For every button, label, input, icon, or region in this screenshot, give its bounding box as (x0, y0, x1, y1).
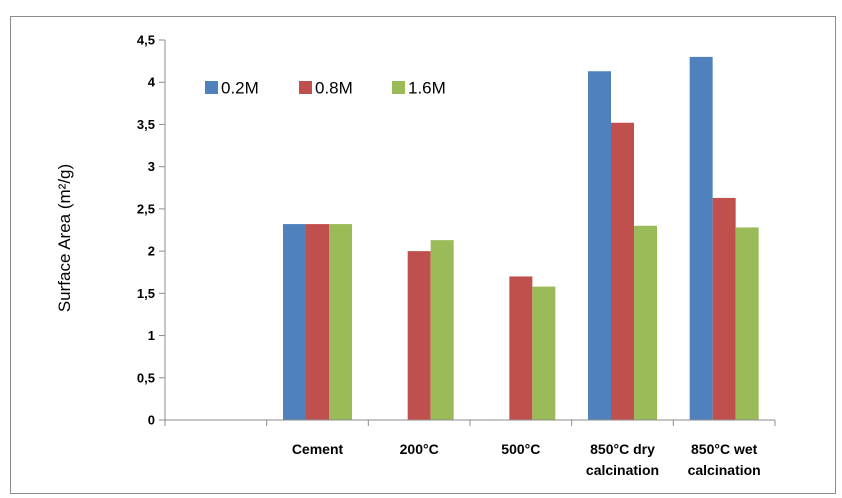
x-category-label: 500°C (501, 441, 540, 457)
x-category-label: Cement (292, 441, 344, 457)
bar (407, 251, 431, 420)
legend-label: 0.2M (221, 79, 259, 98)
legend-swatch (299, 81, 312, 94)
bar (283, 224, 306, 420)
y-tick-label: 4,5 (137, 33, 155, 48)
legend-swatch (392, 81, 405, 94)
bar (634, 225, 657, 420)
x-category-label: 850°C dry (590, 441, 655, 457)
bar (329, 224, 352, 420)
y-tick-label: 2 (148, 244, 155, 259)
legend-label: 1.6M (408, 79, 446, 98)
bar (712, 197, 736, 420)
y-tick-label: 0,5 (137, 370, 155, 385)
bar (532, 286, 556, 420)
x-category-label: calcination (586, 462, 659, 478)
bar (509, 276, 533, 420)
x-category-label: 850°C wet (691, 441, 758, 457)
bar (735, 227, 759, 420)
legend-swatch (205, 81, 218, 94)
bar (588, 71, 611, 420)
y-tick-label: 3 (148, 159, 155, 174)
bar (611, 122, 634, 420)
bar (689, 56, 713, 421)
y-tick-label: 1,5 (137, 286, 155, 301)
y-tick-label: 0 (148, 413, 155, 428)
x-category-label: 200°C (400, 441, 439, 457)
bar (430, 240, 454, 420)
y-axis-label: Surface Area (m²/g) (55, 164, 74, 312)
bar (306, 224, 329, 420)
y-tick-label: 4 (148, 75, 156, 90)
legend-label: 0.8M (315, 79, 353, 98)
x-category-label: calcination (688, 462, 761, 478)
y-tick-label: 1 (148, 328, 155, 343)
y-tick-label: 3,5 (137, 117, 155, 132)
y-tick-label: 2,5 (137, 201, 155, 216)
